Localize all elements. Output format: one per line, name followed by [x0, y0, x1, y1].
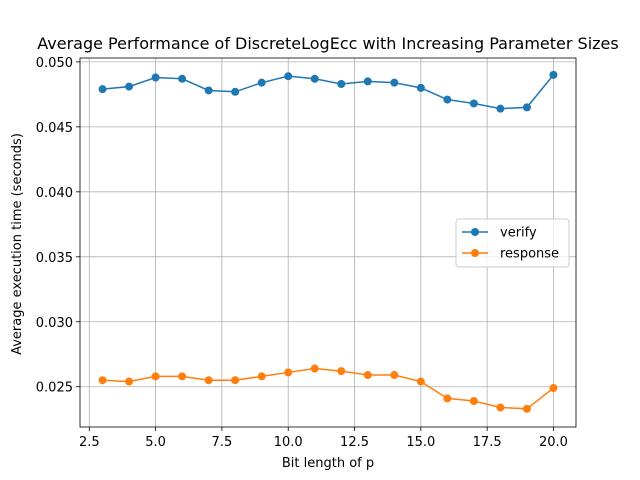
- x-tick-label: 7.5: [212, 435, 233, 450]
- y-axis-label: Average execution time (seconds): [10, 133, 25, 355]
- data-point-verify: [416, 83, 425, 92]
- data-point-verify: [178, 74, 187, 83]
- data-point-verify: [98, 85, 107, 94]
- data-point-response: [151, 372, 160, 381]
- data-point-response: [257, 372, 266, 381]
- legend: verify response: [455, 218, 570, 268]
- data-point-verify: [151, 73, 160, 82]
- series-line-response: [102, 367, 554, 410]
- data-point-verify: [310, 74, 319, 83]
- axes: [79, 57, 577, 428]
- legend-marker-response: [471, 249, 479, 257]
- y-tick-label: 0.030: [36, 316, 73, 331]
- data-point-response: [98, 376, 107, 385]
- y-axis-ticks: 0.025 0.030 0.035 0.040 0.045 0.050: [36, 56, 80, 396]
- x-axis-label: Bit length of p: [282, 456, 374, 471]
- data-point-response: [469, 397, 478, 406]
- data-point-verify: [257, 78, 266, 87]
- y-tick-label: 0.025: [36, 381, 73, 396]
- data-point-response: [522, 404, 531, 413]
- data-point-response: [125, 377, 134, 386]
- data-point-response: [390, 371, 399, 380]
- x-tick-label: 15.0: [406, 435, 435, 450]
- y-tick-label: 0.035: [36, 251, 73, 266]
- data-point-verify: [390, 78, 399, 87]
- data-point-response: [310, 364, 319, 373]
- series-line-verify: [102, 74, 555, 110]
- data-point-response: [284, 368, 293, 377]
- y-tick-label: 0.040: [36, 186, 73, 201]
- data-point-verify: [337, 79, 346, 88]
- x-tick-label: 12.5: [340, 435, 369, 450]
- x-tick-label: 20.0: [539, 435, 568, 450]
- data-point-verify: [549, 70, 558, 79]
- data-point-response: [204, 376, 213, 385]
- data-point-response: [443, 394, 452, 403]
- legend-box: [455, 218, 570, 268]
- series-group: [98, 70, 558, 413]
- data-point-response: [416, 377, 425, 386]
- chart-title: Average Performance of DiscreteLogEcc wi…: [37, 34, 618, 53]
- data-point-response: [178, 372, 187, 381]
- data-point-response: [337, 367, 346, 376]
- legend-label-response: response: [500, 247, 559, 262]
- data-point-verify: [522, 103, 531, 112]
- data-point-response: [231, 376, 240, 385]
- y-tick-label: 0.045: [36, 121, 73, 136]
- data-point-verify: [469, 99, 478, 108]
- x-tick-label: 17.5: [473, 435, 502, 450]
- data-point-response: [496, 403, 505, 412]
- data-point-response: [549, 384, 558, 393]
- legend-label-verify: verify: [500, 226, 537, 241]
- grid: [80, 58, 576, 427]
- x-tick-label: 2.5: [79, 435, 100, 450]
- data-point-verify: [284, 72, 293, 81]
- data-point-verify: [496, 104, 505, 113]
- x-tick-label: 10.0: [274, 435, 303, 450]
- x-axis-ticks: 2.5 5.0 7.5 10.0 12.5 15.0 17.5 20.0: [79, 427, 568, 450]
- data-point-response: [363, 371, 372, 380]
- data-point-verify: [125, 82, 134, 91]
- data-point-verify: [443, 95, 452, 104]
- x-tick-label: 5.0: [145, 435, 166, 450]
- legend-marker-verify: [471, 228, 479, 236]
- data-point-verify: [363, 77, 372, 86]
- data-point-verify: [204, 86, 213, 95]
- y-tick-label: 0.050: [36, 56, 73, 71]
- plot-frame: [79, 57, 577, 428]
- data-point-verify: [231, 87, 240, 96]
